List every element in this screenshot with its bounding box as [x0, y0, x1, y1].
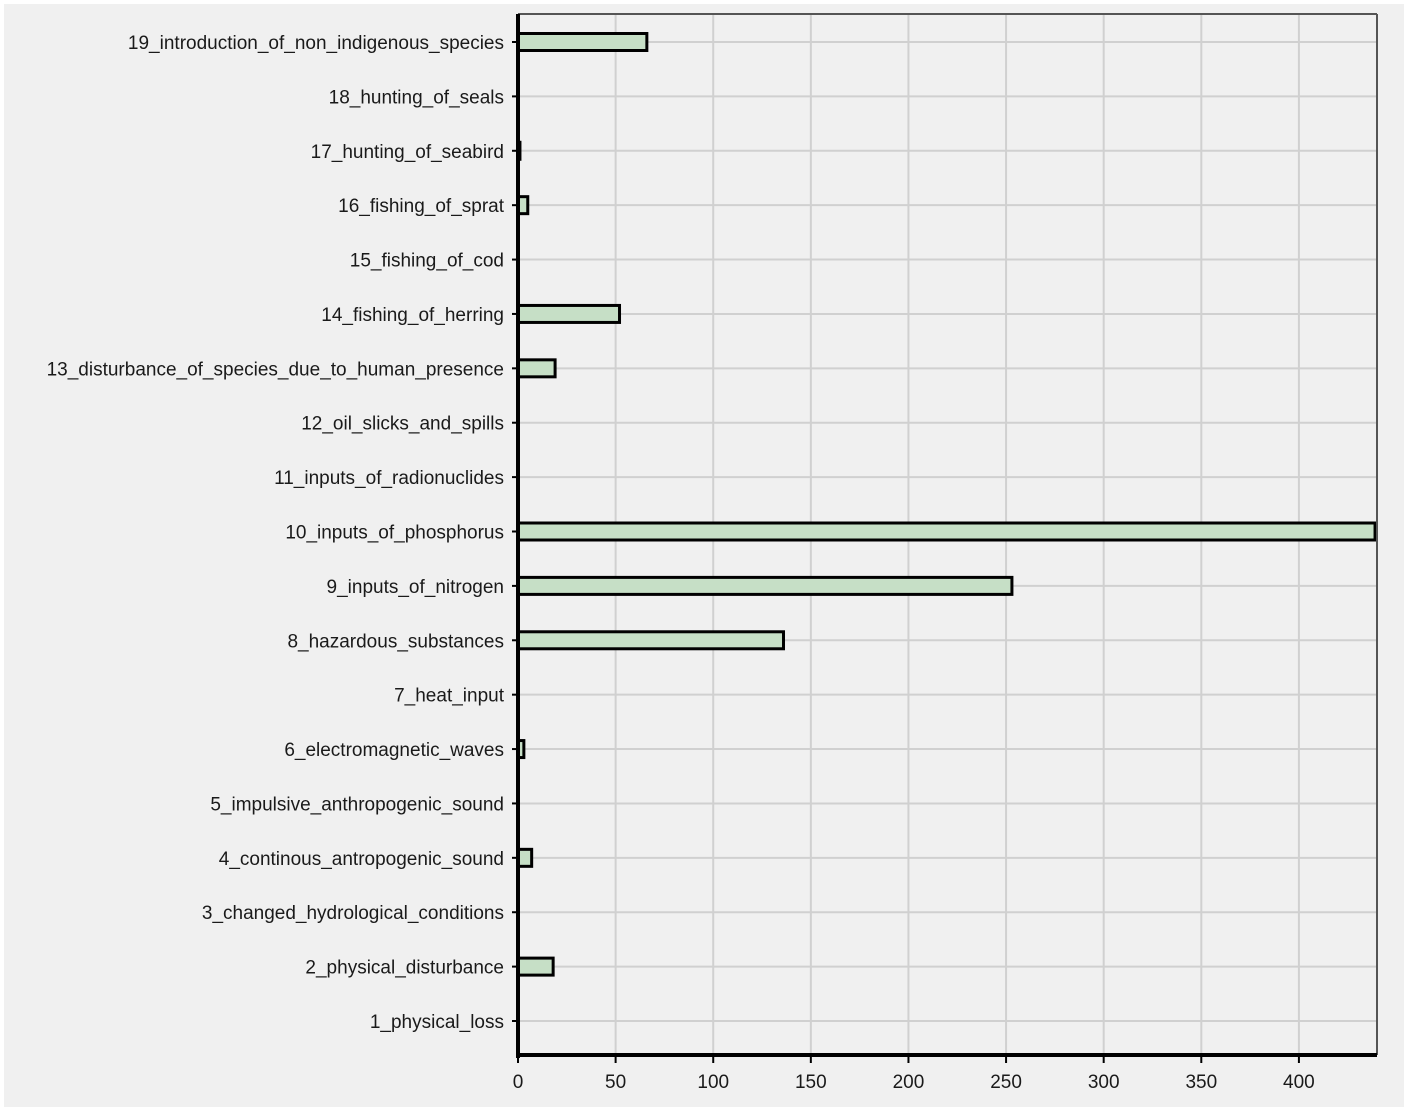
category-label: 12_oil_slicks_and_spills — [301, 414, 504, 435]
bar-10_inputs_of_phosphorus — [516, 521, 1377, 542]
category-label: 7_heat_input — [394, 686, 505, 707]
category-label: 19_introduction_of_non_indigenous_specie… — [128, 33, 504, 54]
category-label: 2_physical_disturbance — [305, 958, 504, 979]
category-label: 5_impulsive_anthropogenic_sound — [210, 794, 504, 815]
category-label: 14_fishing_of_herring — [321, 305, 504, 326]
axes — [516, 13, 1378, 1058]
x-tick-label: 50 — [605, 1072, 626, 1093]
category-label: 13_disturbance_of_species_due_to_human_p… — [47, 359, 504, 380]
x-tick-labels: 0 50 100 150 200 250 300 350 400 — [512, 41, 1315, 1093]
category-label: 8_hazardous_substances — [287, 631, 504, 652]
bar-8_hazardous_substances — [516, 630, 786, 651]
bar-4_continous_antropogenic_sound — [516, 847, 534, 868]
x-tick-label: 300 — [1088, 1072, 1120, 1093]
bar-2_physical_disturbance — [516, 956, 555, 977]
bar-9_inputs_of_nitrogen — [516, 575, 1014, 596]
x-tick-label: 100 — [697, 1072, 729, 1093]
bar-14_fishing_of_herring — [516, 303, 622, 324]
x-tick-label: 150 — [795, 1072, 827, 1093]
category-label: 1_physical_loss — [370, 1012, 504, 1033]
category-label: 17_hunting_of_seabird — [311, 142, 504, 163]
category-label: 4_continous_antropogenic_sound — [219, 849, 504, 870]
category-label: 11_inputs_of_radionuclides — [274, 468, 504, 489]
gridlines — [517, 14, 1377, 1055]
category-label: 3_changed_hydrological_conditions — [202, 903, 504, 924]
category-label: 9_inputs_of_nitrogen — [327, 577, 504, 598]
category-label: 10_inputs_of_phosphorus — [285, 523, 504, 544]
x-tick-label: 250 — [990, 1072, 1022, 1093]
x-tick-label: 350 — [1185, 1072, 1217, 1093]
category-label: 15_fishing_of_cod — [350, 251, 504, 272]
chart-panel — [4, 4, 1404, 1107]
category-label: 16_fishing_of_sprat — [338, 196, 505, 217]
category-label: 18_hunting_of_seals — [329, 87, 504, 108]
category-labels: 1_physical_loss 2_physical_disturbance 3_c… — [47, 33, 505, 1033]
bars — [516, 32, 1377, 977]
x-tick-label: 400 — [1283, 1072, 1315, 1093]
bar-19_introduction_of_non_indigenous_species — [516, 32, 649, 52]
x-tick-label: 0 — [513, 1072, 524, 1093]
category-label: 6_electromagnetic_waves — [284, 740, 504, 761]
bar-13_disturbance_of_species_due_to_human_presence — [516, 358, 557, 379]
x-tick-label: 200 — [893, 1072, 925, 1093]
